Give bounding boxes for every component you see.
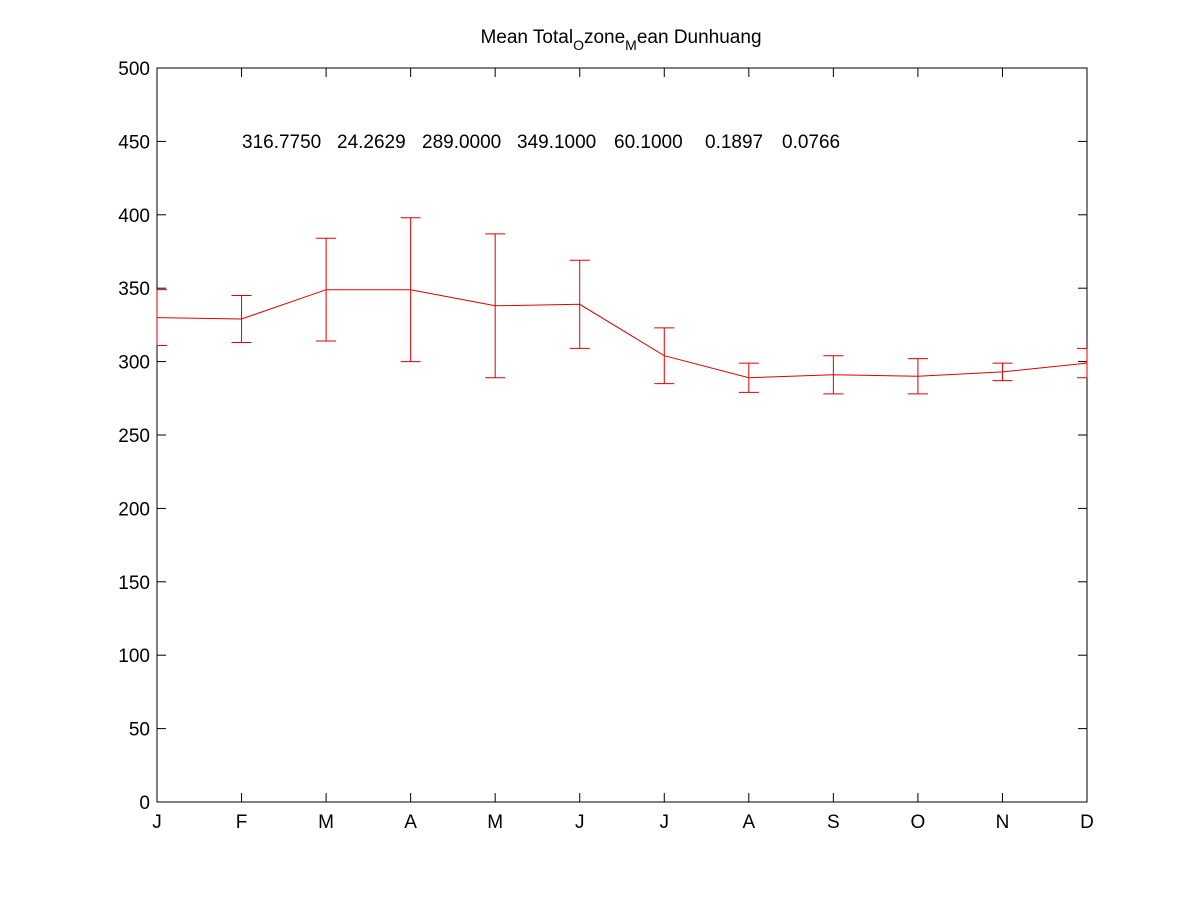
- x-tick-label: M: [487, 812, 503, 833]
- error-bar: [1077, 347, 1088, 379]
- y-tick-label: 350: [118, 279, 150, 300]
- title-part-2: zone: [584, 27, 625, 48]
- error-bar: [569, 259, 590, 349]
- stat-mean: 316.7750: [242, 132, 321, 153]
- y-tick-label: 50: [129, 720, 150, 741]
- y-tick-label: 450: [118, 132, 150, 153]
- x-tick-label: A: [404, 812, 417, 833]
- series-line: [156, 289, 1088, 379]
- error-bar: [654, 327, 675, 385]
- y-tick-label: 200: [118, 499, 150, 520]
- error-bar: [907, 358, 928, 395]
- y-tick-label: 100: [118, 646, 150, 667]
- x-tick-label: J: [660, 812, 670, 833]
- stat-range: 60.1000: [614, 132, 683, 153]
- x-tick-label: D: [1080, 812, 1094, 833]
- y-tick-label: 400: [118, 206, 150, 227]
- stats-annotation: 316.7750 24.2629 289.0000 349.1000 60.10…: [242, 132, 840, 153]
- x-tick-label: S: [827, 812, 840, 833]
- error-bar: [231, 295, 252, 344]
- error-bar: [316, 237, 337, 342]
- error-bar: [485, 233, 506, 379]
- x-tick-label: F: [236, 812, 248, 833]
- chart-title: Mean TotalOzoneMean Dunhuang: [480, 27, 761, 53]
- error-bar: [992, 362, 1013, 382]
- error-bar: [823, 355, 844, 395]
- title-part-1: Mean Total: [480, 27, 573, 48]
- title-subscript-1: O: [573, 37, 584, 53]
- stat-min: 289.0000: [422, 132, 501, 153]
- stat-ratio-2: 0.0766: [782, 132, 840, 153]
- title-part-3: ean Dunhuang: [637, 27, 762, 48]
- y-tick-label: 0: [139, 793, 150, 814]
- error-bar: [400, 217, 421, 363]
- error-bar: [738, 362, 759, 393]
- stat-std: 24.2629: [337, 132, 406, 153]
- y-tick-label: 250: [118, 426, 150, 447]
- y-tick-label: 150: [118, 573, 150, 594]
- x-tick-label: J: [152, 812, 162, 833]
- x-tick-label: J: [575, 812, 585, 833]
- axes-box: [156, 67, 1088, 803]
- error-bar: [156, 289, 167, 346]
- stat-max: 349.1000: [517, 132, 596, 153]
- y-tick-label: 300: [118, 353, 150, 374]
- title-subscript-2: M: [625, 37, 637, 53]
- x-tick-label: O: [911, 812, 926, 833]
- y-tick-label: 500: [118, 59, 150, 80]
- y-axis: 0 50 100 150 200 250 300 350 400 450 500: [118, 59, 1087, 814]
- x-tick-label: A: [742, 812, 755, 833]
- series-layer: [156, 217, 1088, 395]
- stat-ratio-1: 0.1897: [705, 132, 763, 153]
- x-tick-label: N: [996, 812, 1010, 833]
- x-tick-label: M: [318, 812, 334, 833]
